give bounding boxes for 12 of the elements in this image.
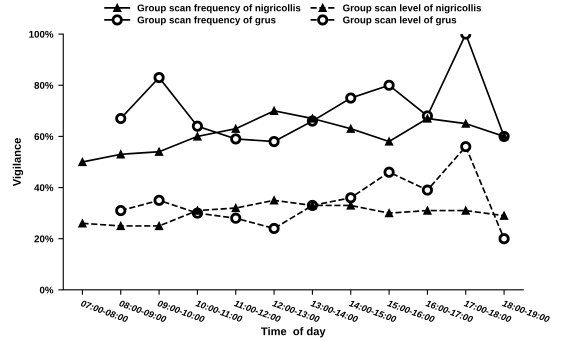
y-tick-label: 20% (34, 235, 54, 242)
legend-label: Group scan frequency of nigricollis (138, 4, 300, 14)
y-tick-label: 40% (34, 184, 54, 192)
y-tick-label: 100% (29, 30, 54, 38)
x-axis-title: Time of day (261, 327, 326, 338)
y-tick-label: 60% (34, 133, 54, 140)
y-tick-label: 80% (34, 82, 54, 89)
y-axis-title: Vigilance (12, 138, 24, 186)
legend-label: Group scan level of nigricollis (343, 4, 482, 14)
legend-label: Group scan frequency of grus (138, 16, 276, 26)
legend-label: Group scan level of grus (343, 16, 456, 26)
y-tick-label: 0% (40, 286, 54, 294)
